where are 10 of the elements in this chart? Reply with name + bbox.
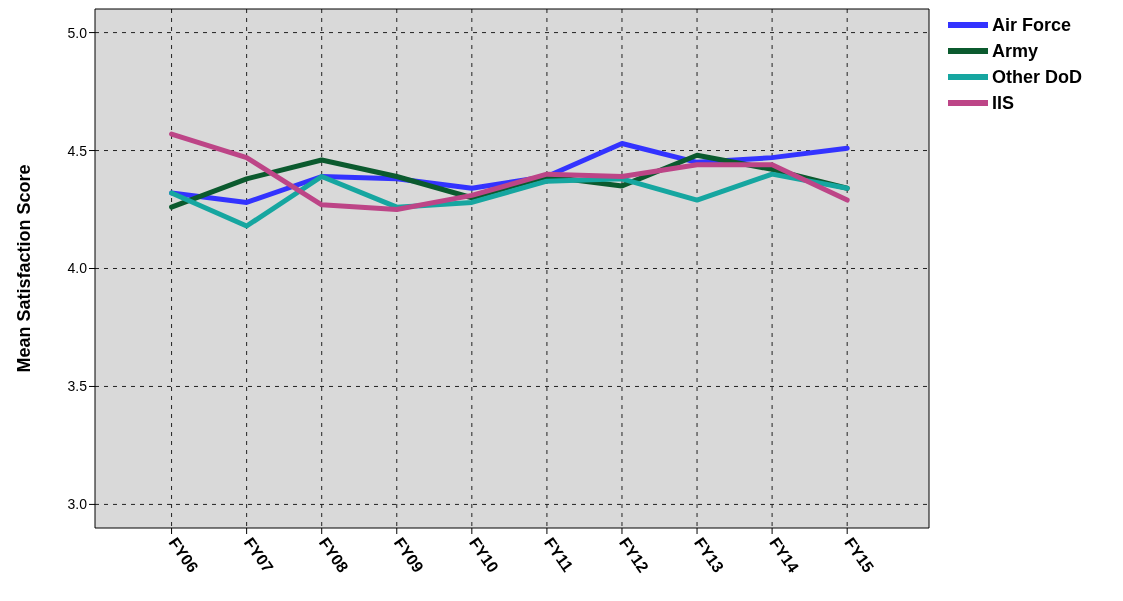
y-tick-label: 3.0 xyxy=(67,496,88,513)
legend-label: Air Force xyxy=(992,14,1072,36)
y-tick-label: 4.5 xyxy=(67,142,88,159)
y-tick-label: 3.5 xyxy=(67,378,88,395)
y-axis-title: Mean Satisfaction Score xyxy=(14,164,35,373)
legend-label: Other DoD xyxy=(992,66,1082,88)
legend-label: Army xyxy=(992,40,1039,62)
legend-label: IIS xyxy=(992,92,1015,114)
y-tick-label: 4.0 xyxy=(67,260,88,277)
y-tick-label: 5.0 xyxy=(67,24,88,41)
